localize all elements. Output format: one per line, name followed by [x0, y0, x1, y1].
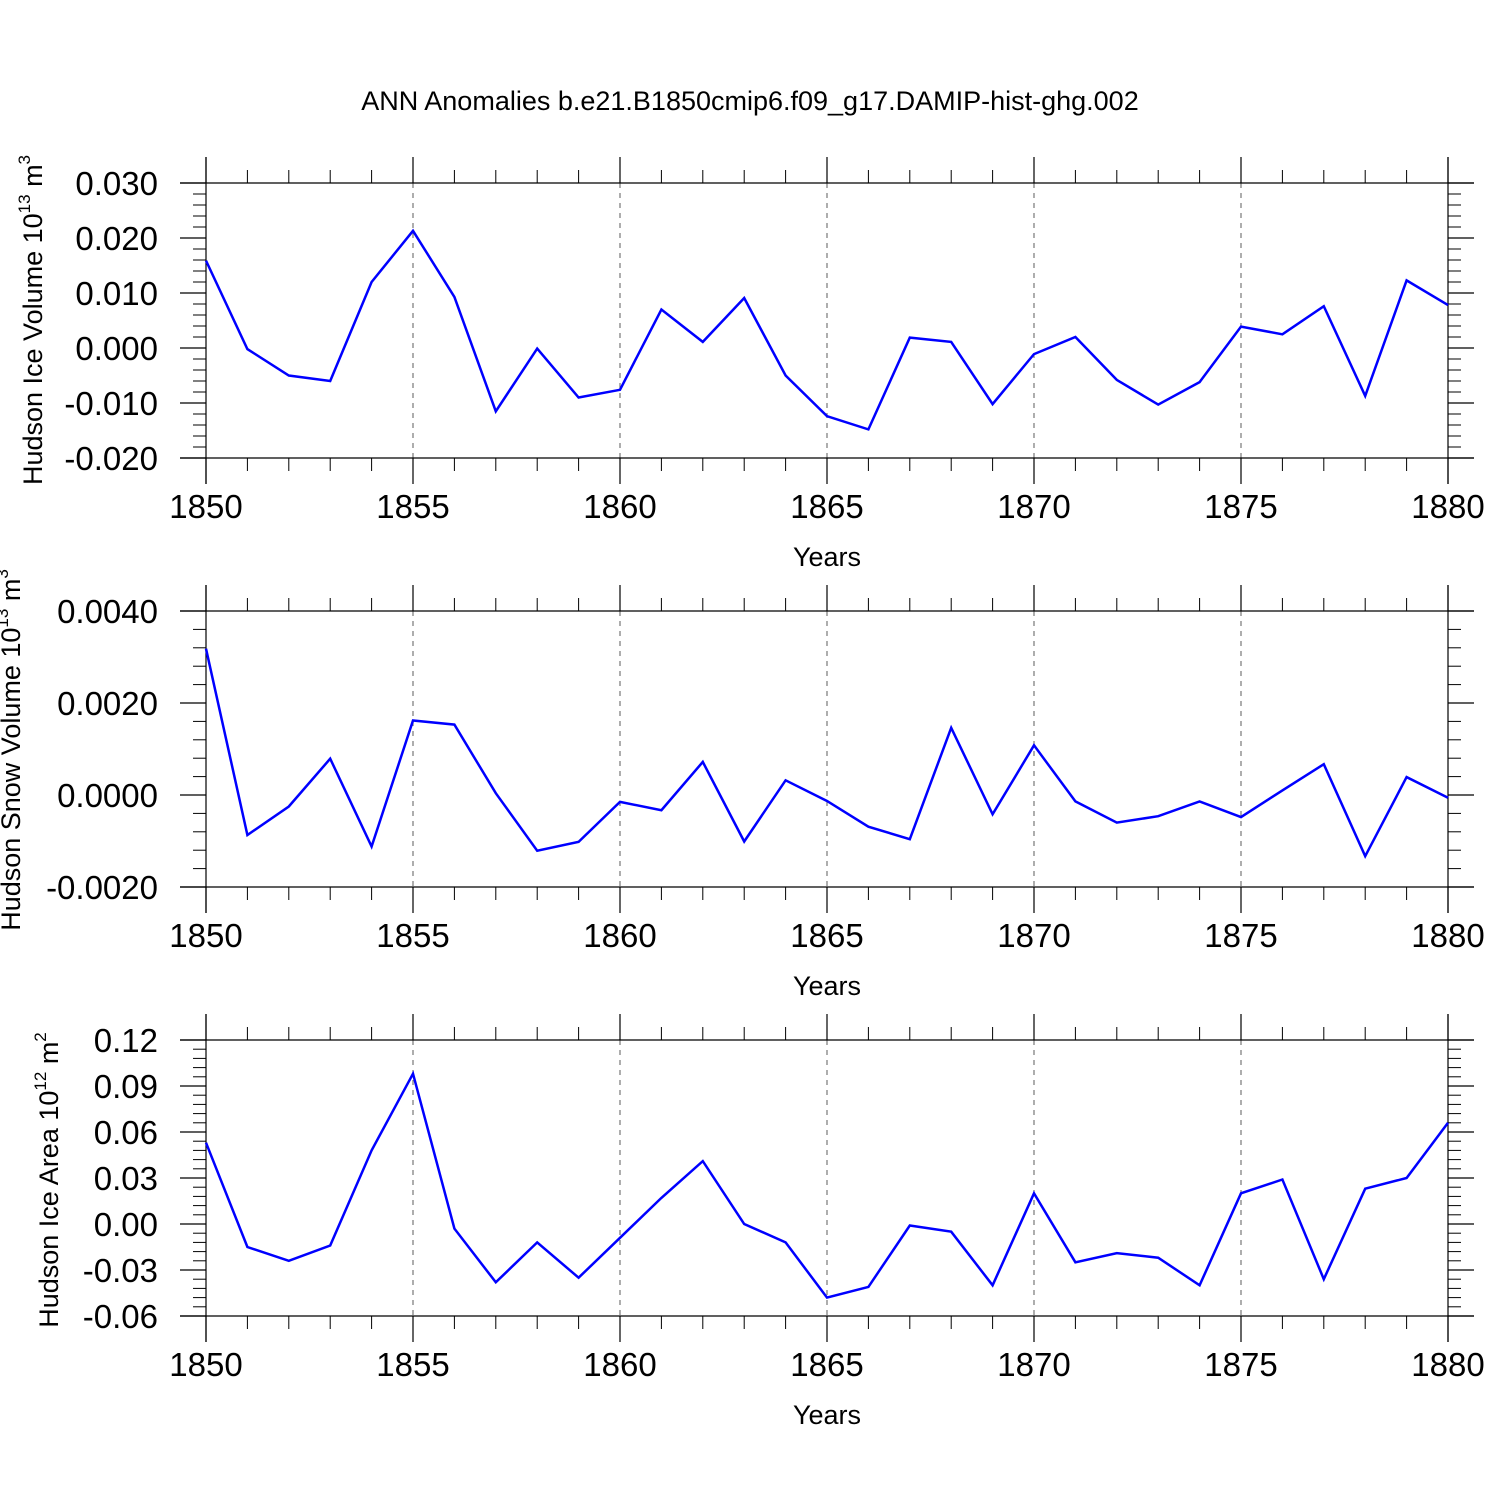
- x-axis-label: Years: [793, 1400, 861, 1430]
- y-tick-label: 0.000: [75, 330, 158, 367]
- y-tick-label: -0.010: [64, 385, 158, 422]
- y-tick-label: -0.03: [83, 1252, 158, 1289]
- x-tick-label: 1855: [376, 1346, 449, 1383]
- panels: -0.020 -0.010 0.000 0.010 0.020 0.030 1850 1855…: [0, 155, 1485, 1430]
- y-tick-label: 0.06: [94, 1114, 158, 1151]
- x-tick-label: 1880: [1411, 1346, 1484, 1383]
- panel-2: -0.0020 0.0000 0.0020 0.0040 1850 1855 1860 186…: [0, 569, 1485, 1001]
- y-tick-label: 0.030: [75, 165, 158, 202]
- x-tick-label: 1860: [583, 917, 656, 954]
- x-tick-label: 1875: [1204, 1346, 1277, 1383]
- y-tick-label: 0.0000: [57, 777, 158, 814]
- x-tick-label: 1850: [169, 488, 242, 525]
- figure-title: ANN Anomalies b.e21.B1850cmip6.f09_g17.D…: [361, 86, 1138, 116]
- y-tick-label: 0.12: [94, 1022, 158, 1059]
- y-tick-label: 0.03: [94, 1160, 158, 1197]
- panel-3: -0.06 -0.03 0.00 0.03 0.06 0.09 0.12 1850 1855 18…: [31, 1014, 1485, 1430]
- y-tick-label: 0.00: [94, 1206, 158, 1243]
- x-tick-label: 1870: [997, 1346, 1070, 1383]
- x-tick-label: 1850: [169, 1346, 242, 1383]
- x-tick-label: 1875: [1204, 917, 1277, 954]
- x-tick-label: 1880: [1411, 917, 1484, 954]
- panel-1: -0.020 -0.010 0.000 0.010 0.020 0.030 1850 1855…: [15, 155, 1485, 572]
- series-line: [204, 648, 1449, 860]
- x-axis-label: Years: [793, 971, 861, 1001]
- x-tick-label: 1870: [997, 488, 1070, 525]
- x-tick-label: 1860: [583, 1346, 656, 1383]
- x-tick-label: 1850: [169, 917, 242, 954]
- x-tick-label: 1875: [1204, 488, 1277, 525]
- y-tick-label: -0.06: [83, 1298, 158, 1335]
- x-tick-label: 1880: [1411, 488, 1484, 525]
- y-tick-label: 0.09: [94, 1068, 158, 1105]
- y-tick-label: 0.0040: [57, 593, 158, 630]
- y-axis-label: Hudson Ice Area 1012 m2: [31, 1032, 64, 1328]
- x-tick-label: 1855: [376, 917, 449, 954]
- x-tick-label: 1860: [583, 488, 656, 525]
- y-tick-label: 0.020: [75, 220, 158, 257]
- y-axis-label: Hudson Snow Volume 1013 m3: [0, 569, 26, 931]
- y-tick-label: 0.010: [75, 275, 158, 312]
- x-tick-label: 1855: [376, 488, 449, 525]
- y-tick-label: 0.0020: [57, 685, 158, 722]
- series-line: [204, 1070, 1449, 1300]
- y-tick-label: -0.0020: [46, 869, 158, 906]
- x-tick-label: 1865: [790, 1346, 863, 1383]
- y-tick-label: -0.020: [64, 440, 158, 477]
- x-tick-label: 1865: [790, 488, 863, 525]
- series-line: [204, 228, 1449, 431]
- x-tick-label: 1865: [790, 917, 863, 954]
- x-tick-label: 1870: [997, 917, 1070, 954]
- x-axis-label: Years: [793, 542, 861, 572]
- y-axis-label: Hudson Ice Volume 1013 m3: [15, 155, 48, 485]
